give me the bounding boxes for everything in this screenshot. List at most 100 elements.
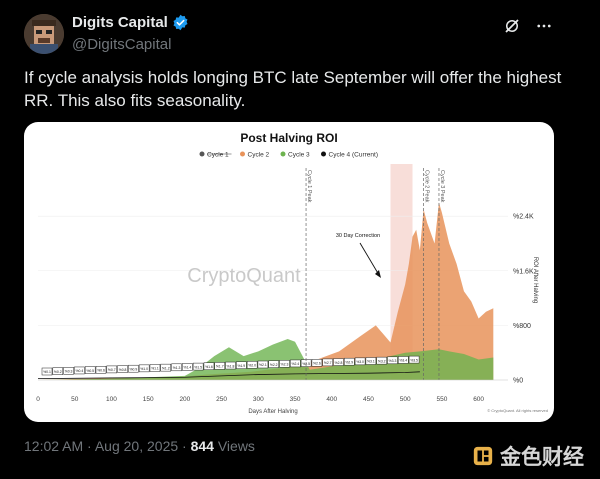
author-handle[interactable]: @DigitsCapital <box>72 36 172 53</box>
cycle4-label-box-29 <box>354 357 366 366</box>
series-area-cycle-2 <box>38 202 494 380</box>
cycle4-label-29: %3.0 <box>356 360 364 364</box>
cycle4-label-box-5 <box>95 366 107 374</box>
grok-icon[interactable] <box>502 16 522 36</box>
peak-label-0: Cycle 1 Peak <box>306 170 312 203</box>
cycle4-label-box-30 <box>365 357 377 365</box>
x-tick-350: 350 <box>290 396 301 403</box>
legend-marker-2 <box>280 151 286 157</box>
ellipsis-glyph <box>537 24 551 28</box>
series-line-cycle-4 <box>37 371 420 380</box>
x-tick-0: 0 <box>36 396 40 403</box>
cycle4-label-8: %0.9 <box>130 367 138 371</box>
cycle4-label-box-17 <box>225 361 236 370</box>
more-options-icon[interactable] <box>534 16 554 36</box>
brand-logo-icon <box>473 446 493 466</box>
cycle4-label-30: %3.1 <box>367 360 375 364</box>
cycle4-label-22: %2.3 <box>281 363 289 367</box>
cycle4-label-box-32 <box>387 356 398 365</box>
cycle4-label-21: %2.2 <box>270 363 278 367</box>
series-area-cycle-3 <box>38 339 494 380</box>
y-tick-3: %2.4K <box>513 214 534 221</box>
views-label: Views <box>217 438 255 454</box>
cycle4-label-box-1 <box>52 367 64 375</box>
x-tick-600: 600 <box>473 396 484 403</box>
cycle4-label-box-16 <box>214 362 225 370</box>
x-tick-250: 250 <box>216 396 227 403</box>
legend-marker-0 <box>199 151 205 157</box>
cycle4-label-23: %2.4 <box>291 362 299 366</box>
cycle4-label-box-10 <box>149 364 161 372</box>
brand-name: 金色财经 <box>500 446 584 469</box>
x-tick-100: 100 <box>106 396 117 403</box>
cycle4-label-box-19 <box>246 361 258 369</box>
tweet-actions-top <box>502 16 554 36</box>
cycle4-label-box-18 <box>236 361 247 369</box>
views-count: 844 <box>190 438 214 454</box>
y-tick-0: %0 <box>513 378 523 385</box>
cycle4-label-7: %0.8 <box>119 368 127 372</box>
cycle4-label-box-15 <box>203 362 215 370</box>
tweet-media-chart[interactable]: Post Halving ROI Cycle 1 Cycle 2 Cycle 3 Cyc… <box>24 122 554 422</box>
avatar[interactable] <box>24 14 64 54</box>
chart-credit: © CryptoQuant. All rights reserved <box>487 408 548 413</box>
peak-label-1: Cycle 2 Peak <box>424 170 430 203</box>
legend-label-2: Cycle 3 <box>288 152 310 159</box>
cycle4-label-box-28 <box>344 357 355 366</box>
cycle4-label-19: %2.0 <box>248 364 256 368</box>
x-tick-450: 450 <box>363 396 374 403</box>
cycle4-label-11: %1.2 <box>162 366 170 370</box>
cycle4-label-16: %1.7 <box>216 365 224 369</box>
cycle4-label-12: %1.3 <box>173 366 181 370</box>
author-name-text: Digits Capital <box>72 14 168 31</box>
cycle4-label-1: %0.2 <box>54 370 62 374</box>
cycle4-label-box-26 <box>322 358 333 367</box>
cycle4-label-13: %1.4 <box>183 366 191 370</box>
cycle4-label-26: %2.7 <box>324 361 332 365</box>
tweet-date[interactable]: Aug 20, 2025 <box>94 438 179 454</box>
cycle4-label-31: %3.2 <box>378 359 386 363</box>
cycle4-label-6: %0.7 <box>108 368 116 372</box>
x-tick-150: 150 <box>143 396 154 403</box>
cycle4-label-25: %2.6 <box>313 361 321 365</box>
meta-separator-2: · <box>182 438 187 454</box>
legend-label-3: Cycle 4 (Current) <box>329 152 378 159</box>
x-tick-300: 300 <box>253 396 264 403</box>
cycle4-label-20: %2.1 <box>259 363 267 367</box>
cycle4-label-14: %1.5 <box>194 365 202 369</box>
author-display-name[interactable]: Digits Capital <box>72 14 189 31</box>
cycle4-label-33: %3.4 <box>399 359 407 363</box>
x-tick-200: 200 <box>179 396 190 403</box>
pixel-avatar-icon <box>24 14 64 54</box>
tweet-time[interactable]: 12:02 AM <box>24 438 84 454</box>
cycle4-label-27: %2.8 <box>335 361 343 365</box>
cycle4-label-0: %0.1 <box>43 370 51 374</box>
cycle4-label-18: %1.9 <box>237 364 245 368</box>
peak-label-2: Cycle 3 Peak <box>439 170 445 203</box>
watermark-text: CryptoQuant <box>187 265 301 287</box>
cycle4-label-box-23 <box>290 359 301 368</box>
cycle4-label-28: %2.9 <box>345 360 353 364</box>
cycle4-label-box-14 <box>192 362 204 371</box>
cycle4-label-box-2 <box>63 367 74 375</box>
cycle4-label-32: %3.3 <box>389 359 397 363</box>
cycle4-label-box-4 <box>84 366 96 374</box>
verified-badge-icon <box>173 14 188 31</box>
chart-title: Post Halving ROI <box>240 131 337 145</box>
tweet-meta: 12:02 AM · Aug 20, 2025 · 844 Views <box>24 438 255 454</box>
cycle4-label-box-31 <box>376 356 387 365</box>
cycle4-label-box-34 <box>408 355 420 364</box>
cycle4-label-box-22 <box>279 360 290 368</box>
x-axis-label: Days After Halving <box>248 409 297 415</box>
cycle4-label-box-0 <box>41 367 53 376</box>
cycle4-label-10: %1.1 <box>151 367 159 371</box>
legend-label-1: Cycle 2 <box>248 152 270 159</box>
cycle4-label-box-9 <box>138 364 150 373</box>
cycle4-label-box-27 <box>333 358 344 366</box>
legend-label-0: Cycle 1 <box>207 152 229 159</box>
x-tick-400: 400 <box>326 396 337 403</box>
cycle4-label-box-33 <box>398 356 409 364</box>
tweet-text: If cycle analysis holds longing BTC late… <box>24 68 562 110</box>
grok-glyph <box>505 19 519 33</box>
cycle4-label-box-20 <box>257 360 269 369</box>
